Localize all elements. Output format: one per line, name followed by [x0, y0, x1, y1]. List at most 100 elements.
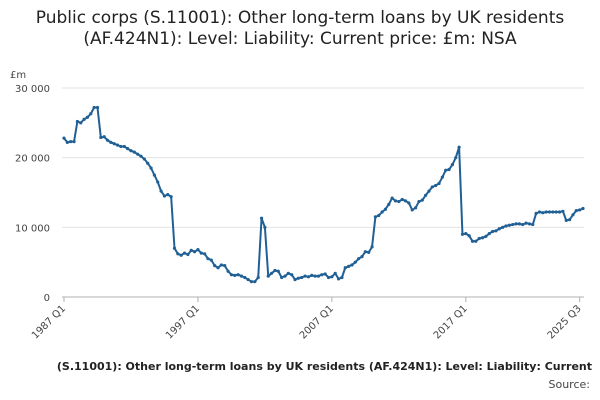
data-point[interactable]	[450, 163, 455, 167]
data-point[interactable]	[484, 234, 488, 238]
data-point[interactable]	[367, 250, 371, 255]
data-point[interactable]	[447, 167, 451, 172]
data-point[interactable]	[159, 189, 163, 193]
data-point[interactable]	[333, 271, 337, 275]
data-point[interactable]	[213, 264, 217, 268]
data-point[interactable]	[75, 119, 79, 124]
data-point[interactable]	[521, 222, 525, 227]
data-point[interactable]	[400, 197, 404, 202]
data-point[interactable]	[424, 193, 428, 197]
data-point[interactable]	[276, 269, 280, 273]
data-point[interactable]	[490, 229, 495, 234]
data-point[interactable]	[564, 218, 568, 222]
data-point[interactable]	[420, 198, 424, 202]
data-point[interactable]	[437, 181, 441, 186]
data-point[interactable]	[397, 199, 401, 204]
data-point[interactable]	[196, 248, 200, 252]
data-point[interactable]	[474, 239, 478, 243]
data-point[interactable]	[256, 275, 260, 280]
data-point[interactable]	[373, 215, 377, 219]
data-point[interactable]	[253, 280, 257, 284]
data-point[interactable]	[85, 115, 90, 119]
data-point[interactable]	[487, 232, 491, 236]
data-point[interactable]	[132, 150, 136, 154]
data-point[interactable]	[239, 274, 244, 278]
data-point[interactable]	[273, 268, 277, 273]
data-point[interactable]	[223, 264, 227, 268]
data-point[interactable]	[571, 213, 575, 217]
data-point[interactable]	[263, 225, 267, 229]
data-point[interactable]	[122, 144, 126, 149]
data-point[interactable]	[216, 266, 220, 270]
data-point[interactable]	[504, 224, 508, 228]
data-point[interactable]	[182, 251, 187, 255]
data-point[interactable]	[320, 273, 324, 277]
data-point[interactable]	[336, 277, 341, 281]
data-point[interactable]	[360, 254, 364, 259]
data-point[interactable]	[501, 225, 505, 229]
data-point[interactable]	[460, 232, 465, 236]
data-point[interactable]	[69, 140, 73, 144]
data-point[interactable]	[246, 277, 250, 282]
data-point[interactable]	[444, 168, 448, 172]
data-point[interactable]	[129, 149, 133, 153]
data-point[interactable]	[477, 236, 481, 241]
data-point[interactable]	[300, 275, 304, 280]
data-point[interactable]	[283, 274, 287, 278]
data-point[interactable]	[330, 275, 334, 279]
data-point[interactable]	[427, 189, 431, 193]
data-point[interactable]	[166, 192, 170, 197]
data-point[interactable]	[236, 273, 240, 277]
data-point[interactable]	[156, 180, 160, 184]
data-point[interactable]	[347, 264, 351, 268]
data-point[interactable]	[89, 112, 93, 116]
data-point[interactable]	[119, 144, 123, 149]
data-point[interactable]	[326, 275, 331, 280]
data-point[interactable]	[316, 274, 321, 278]
data-point[interactable]	[323, 272, 327, 276]
data-point[interactable]	[112, 142, 116, 146]
data-point[interactable]	[152, 173, 157, 177]
data-point[interactable]	[340, 275, 344, 280]
data-point[interactable]	[547, 210, 552, 214]
data-point[interactable]	[199, 251, 203, 255]
data-point[interactable]	[296, 276, 300, 280]
data-point[interactable]	[139, 154, 143, 158]
data-point[interactable]	[380, 210, 384, 214]
data-point[interactable]	[457, 145, 461, 149]
data-point[interactable]	[581, 206, 585, 211]
data-point[interactable]	[470, 239, 475, 243]
data-point[interactable]	[514, 222, 518, 226]
data-point[interactable]	[363, 250, 367, 254]
data-point[interactable]	[494, 229, 498, 233]
data-point[interactable]	[350, 263, 354, 267]
data-point[interactable]	[82, 117, 86, 121]
data-point[interactable]	[229, 273, 234, 277]
data-point[interactable]	[162, 194, 167, 198]
data-point[interactable]	[370, 245, 374, 249]
data-point[interactable]	[280, 275, 284, 280]
data-point[interactable]	[270, 271, 274, 275]
data-point[interactable]	[243, 275, 247, 280]
data-point[interactable]	[467, 234, 471, 238]
data-point[interactable]	[507, 223, 511, 227]
data-point[interactable]	[293, 277, 297, 282]
data-point[interactable]	[551, 210, 555, 214]
data-point[interactable]	[79, 121, 83, 125]
data-point[interactable]	[578, 208, 582, 212]
data-point[interactable]	[259, 216, 264, 220]
data-point[interactable]	[430, 185, 434, 189]
data-point[interactable]	[413, 206, 418, 210]
data-point[interactable]	[497, 227, 501, 231]
data-point[interactable]	[407, 201, 411, 205]
data-point[interactable]	[544, 210, 548, 214]
data-point[interactable]	[393, 199, 398, 203]
data-point[interactable]	[109, 140, 113, 144]
data-point[interactable]	[136, 152, 140, 156]
data-point[interactable]	[517, 222, 521, 226]
data-point[interactable]	[126, 147, 130, 151]
data-point[interactable]	[169, 195, 173, 199]
data-point[interactable]	[286, 271, 290, 275]
data-point[interactable]	[454, 156, 458, 160]
data-point[interactable]	[541, 211, 545, 215]
